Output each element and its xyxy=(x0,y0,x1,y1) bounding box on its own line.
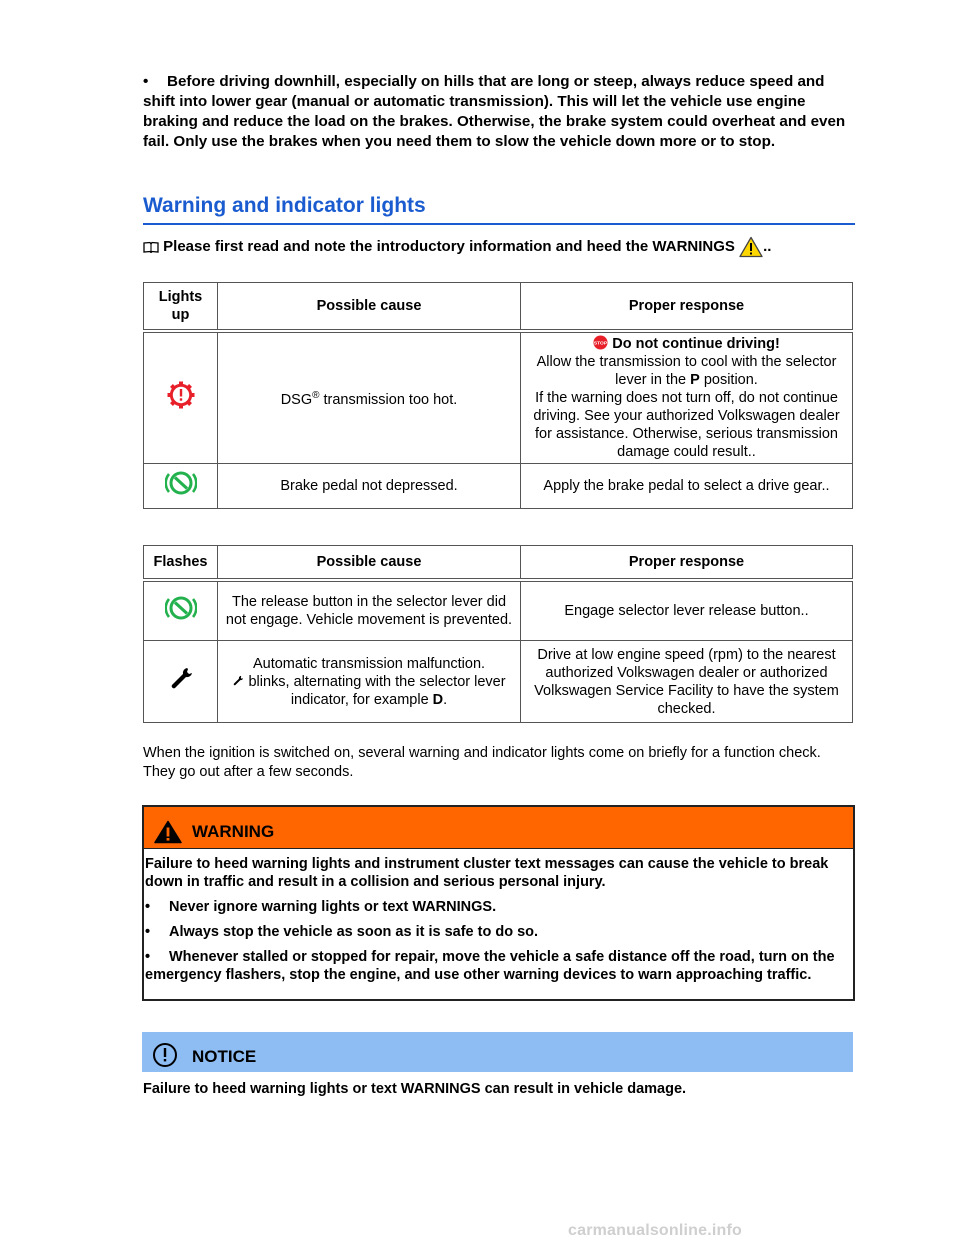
cause-cell: The release button in the selector lever… xyxy=(217,579,521,641)
exclamation-circle-icon xyxy=(153,1043,177,1067)
response-cell: Drive at low engine speed (rpm) to the n… xyxy=(520,640,853,723)
wrench-icon xyxy=(171,668,192,689)
header-proper-response: Proper response xyxy=(520,545,853,582)
response-heading: STOP Do not continue driving! xyxy=(593,334,780,352)
brake-pedal-icon xyxy=(163,596,198,620)
table-header-row: Flashes Possible cause Proper response xyxy=(143,545,853,582)
warning-title: WARNING xyxy=(192,822,275,841)
section-heading: Warning and indicator lights xyxy=(143,194,855,225)
gear-warning-icon xyxy=(167,381,194,409)
lights-up-table: Lights up Possible cause Proper response xyxy=(143,282,853,509)
header-proper-response: Proper response xyxy=(520,282,853,333)
wrench-icon xyxy=(234,675,244,685)
flashes-table: Flashes Possible cause Proper response T… xyxy=(143,545,853,723)
cause-cell: Automatic transmission malfunction. blin… xyxy=(217,640,521,723)
warning-triangle-icon xyxy=(154,820,182,844)
warning-triangle-icon xyxy=(739,236,763,258)
icon-cell xyxy=(143,330,218,464)
table-row: Automatic transmission malfunction. blin… xyxy=(143,640,853,723)
svg-text:STOP: STOP xyxy=(594,340,608,346)
watermark: carmanualsonline.info xyxy=(568,1222,743,1239)
table-row: DSG® transmission too hot. STOP Do not c… xyxy=(143,330,853,464)
header-flashes: Flashes xyxy=(143,545,218,582)
warning-box: WARNING Failure to heed warning lights a… xyxy=(142,805,855,1001)
list-item: • Never ignore warning lights or text WAR… xyxy=(145,899,497,915)
function-check-paragraph: When the ignition is switched on, severa… xyxy=(143,745,821,780)
header-possible-cause: Possible cause xyxy=(217,545,521,582)
icon-cell xyxy=(143,462,218,509)
list-item: • Whenever stalled or stopped for repair,… xyxy=(145,949,835,983)
table-row: Brake pedal not depressed. Apply the bra… xyxy=(143,462,853,509)
warning-intro: Failure to heed warning lights and instr… xyxy=(145,856,829,890)
book-icon xyxy=(143,241,159,254)
warning-body: Failure to heed warning lights and instr… xyxy=(144,849,853,984)
table-row: The release button in the selector lever… xyxy=(143,579,853,641)
response-cell: Apply the brake pedal to select a drive … xyxy=(520,462,853,509)
icon-cell xyxy=(143,579,218,641)
bullet-marker: • xyxy=(143,73,149,90)
stop-icon: STOP xyxy=(593,334,608,350)
icon-cell xyxy=(143,640,218,723)
header-possible-cause: Possible cause xyxy=(217,282,521,333)
intro-text: Please first read and note the introduct… xyxy=(163,238,735,255)
table-header-row: Lights up Possible cause Proper response xyxy=(143,282,853,333)
brake-pedal-icon xyxy=(163,471,198,495)
cause-cell: Brake pedal not depressed. xyxy=(217,462,521,509)
cause-cell: DSG® transmission too hot. xyxy=(217,330,521,464)
notice-title: NOTICE xyxy=(192,1047,257,1066)
top-bullet-paragraph: • Before driving downhill, especially on … xyxy=(143,72,855,152)
warning-header: WARNING xyxy=(144,807,853,849)
response-cell: Engage selector lever release button.. xyxy=(520,579,853,641)
notice-header: NOTICE xyxy=(142,1032,853,1072)
notice-text: Failure to heed warning lights or text W… xyxy=(143,1081,687,1097)
intro-suffix: .. xyxy=(763,238,772,255)
response-cell: STOP Do not continue driving! Allow the … xyxy=(520,330,853,464)
intro-line: Please first read and note the introduct… xyxy=(143,236,855,258)
top-bullet-text: Before driving downhill, especially on h… xyxy=(143,73,846,150)
list-item: • Always stop the vehicle as soon as it i… xyxy=(145,924,539,940)
header-lights-up: Lights up xyxy=(143,282,218,333)
